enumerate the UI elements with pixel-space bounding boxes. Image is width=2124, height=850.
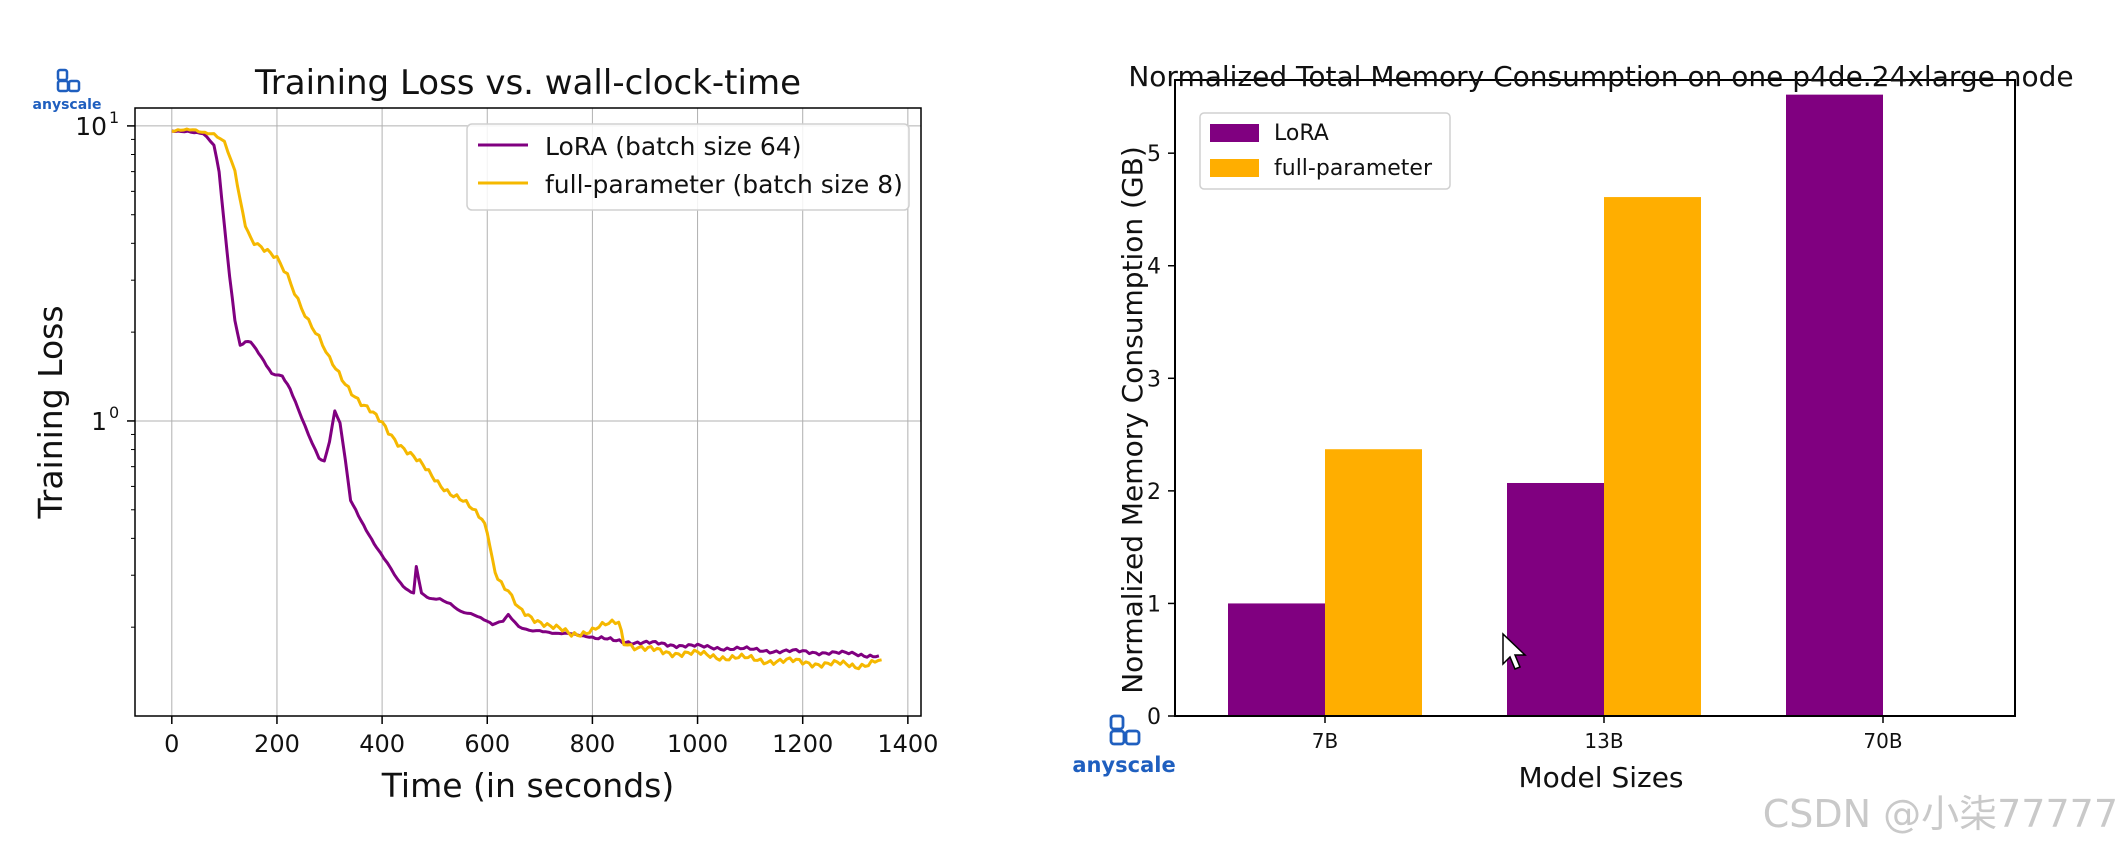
- c2-x-axis-label: Model Sizes: [1518, 761, 1683, 794]
- c1-title: Training Loss vs. wall-clock-time: [254, 63, 801, 103]
- c1-legend-label-lora: LoRA (batch size 64): [545, 132, 801, 161]
- c1-x-tick-label: 0: [164, 730, 179, 758]
- c1-series-lines: [171, 127, 882, 671]
- c2-bar-full-parameter-7B: [1325, 449, 1422, 716]
- c2-plot-frame: [1174, 79, 2016, 717]
- anyscale-wordmark: anyscale: [1072, 753, 1175, 777]
- anyscale-wordmark: anyscale: [33, 97, 102, 113]
- c1-y-ticks: 10 11 0: [75, 108, 135, 628]
- c2-y-tick-label: 5: [1147, 142, 1161, 167]
- c2-x-tick-label: 70B: [1863, 729, 1902, 753]
- c1-y-tick-label: 10: [75, 112, 107, 141]
- c2-x-tick-label: 7B: [1312, 729, 1338, 753]
- c1-x-tick-label: 800: [569, 730, 615, 758]
- c2-bar-lora-13B: [1507, 482, 1604, 716]
- c2-y-tick-label: 3: [1147, 367, 1161, 392]
- c1-x-axis-label: Time (in seconds): [381, 766, 674, 805]
- c1-x-tick-label: 600: [464, 730, 510, 758]
- c2-y-tick-label: 0: [1147, 705, 1161, 730]
- c1-legend: LoRA (batch size 64) full-parameter (bat…: [466, 123, 910, 211]
- c1-x-tick-label: 1400: [877, 730, 938, 758]
- c1-series-line-lora: [171, 129, 880, 659]
- c1-plot-frame: [134, 107, 922, 717]
- c2-bar-lora-70B: [1786, 94, 1883, 717]
- training-loss-chart: 0 200 400 600 800 1000 1200 1400 10 11 0 Training…: [31, 63, 938, 805]
- c1-y-axis-label: Training Loss: [31, 305, 70, 519]
- c1-y-tick-label: 1: [91, 407, 107, 436]
- c2-y-tick-label: 4: [1147, 255, 1161, 280]
- c2-x-ticks: 7B 13B 70B: [1312, 716, 1903, 753]
- anyscale-icon: [56, 68, 81, 93]
- watermark-text: CSDN @小柒77777: [1763, 792, 2118, 836]
- anyscale-logo-top-left: anyscale: [33, 68, 102, 113]
- c2-y-tick-label: 2: [1147, 480, 1161, 505]
- c1-legend-box: [466, 123, 910, 211]
- c1-legend-label-full-parameter: full-parameter (batch size 8): [545, 170, 903, 199]
- c2-legend-swatch-lora: [1210, 124, 1259, 142]
- c1-series-line-full-parameter: [171, 127, 882, 671]
- c2-legend: LoRA full-parameter: [1199, 112, 1451, 190]
- mouse-cursor-icon: [1502, 632, 1527, 670]
- c2-legend-label-full-parameter: full-parameter: [1274, 156, 1433, 181]
- c2-legend-box: [1199, 112, 1451, 190]
- c2-bars: [1228, 94, 1883, 717]
- c1-x-tick-label: 200: [254, 730, 300, 758]
- c2-x-tick-label: 13B: [1584, 729, 1623, 753]
- c2-bar-full-parameter-13B: [1604, 197, 1701, 716]
- anyscale-logo-bottom: anyscale: [1072, 714, 1176, 777]
- c1-x-ticks: 0 200 400 600 800 1000 1200 1400: [164, 716, 938, 758]
- c2-y-tick-label: 1: [1147, 592, 1161, 617]
- c2-legend-swatch-full-parameter: [1210, 159, 1259, 177]
- anyscale-icon: [1109, 714, 1141, 746]
- c1-x-tick-label: 1000: [667, 730, 728, 758]
- c2-y-axis-label: Normalized Memory Consumption (GB): [1116, 146, 1149, 694]
- memory-consumption-chart: 7B 13B 70B 0 1 2 3 4 5 Normalized Total Memory …: [1116, 60, 2074, 794]
- c1-y-tick-exponent: 0: [109, 403, 119, 422]
- c1-y-tick-exponent: 1: [109, 108, 119, 127]
- c1-x-tick-label: 1200: [772, 730, 833, 758]
- c2-title: Normalized Total Memory Consumption on o…: [1128, 60, 2073, 93]
- c2-bar-lora-7B: [1228, 603, 1325, 716]
- c2-legend-label-lora: LoRA: [1274, 121, 1329, 146]
- c2-y-ticks: 0 1 2 3 4 5: [1147, 142, 1175, 730]
- c1-x-tick-label: 400: [359, 730, 405, 758]
